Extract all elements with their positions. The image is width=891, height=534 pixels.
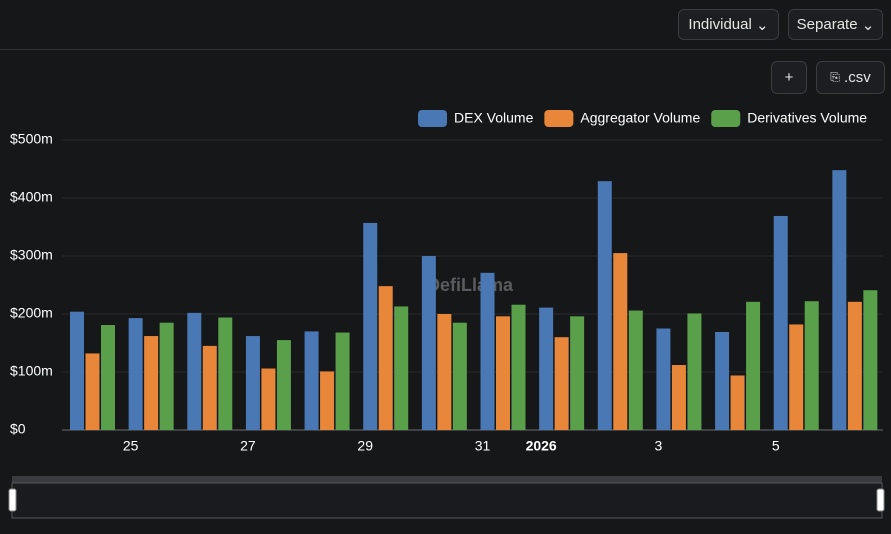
bar <box>159 322 174 430</box>
y-tick-label: $100m <box>10 363 53 379</box>
csv-button[interactable]: ⎘ .csv <box>816 61 885 94</box>
x-tick-label: 25 <box>123 438 139 454</box>
bar <box>452 322 467 430</box>
bar <box>363 222 378 430</box>
x-tick-label: 29 <box>357 438 373 454</box>
bar <box>70 311 84 430</box>
mode-label: Separate <box>796 16 858 33</box>
bar <box>85 353 100 430</box>
bar <box>187 312 202 430</box>
bar <box>687 313 702 430</box>
view-dropdown[interactable]: Individual ⌄ <box>678 9 779 40</box>
bar <box>671 365 686 430</box>
bar <box>421 256 436 430</box>
y-tick-label: $0 <box>10 421 26 437</box>
legend-swatch <box>544 110 574 127</box>
separator <box>0 49 891 50</box>
add-button[interactable]: + <box>771 61 807 94</box>
x-tick-label: 2026 <box>526 438 557 454</box>
chevron: ⌄ <box>861 16 875 34</box>
bar <box>746 301 761 430</box>
bar <box>847 301 862 430</box>
x-tick-label: 27 <box>240 438 256 454</box>
bar <box>730 375 745 430</box>
bar <box>335 332 350 430</box>
navigator-handle[interactable] <box>876 488 885 512</box>
legend-label: Aggregator Volume <box>580 110 700 126</box>
bar <box>511 304 526 430</box>
add-label: + <box>784 69 794 86</box>
chevron: ⌄ <box>755 16 769 34</box>
bar <box>496 316 510 430</box>
y-tick-label: $200m <box>10 305 53 321</box>
bar <box>218 317 233 430</box>
bar <box>101 325 115 430</box>
bar <box>539 307 554 430</box>
bar <box>656 328 671 430</box>
bar <box>863 290 878 430</box>
bar <box>437 314 452 430</box>
bar <box>804 301 819 430</box>
bar <box>144 336 159 430</box>
navigator-bar[interactable] <box>12 476 882 483</box>
bar <box>628 310 643 430</box>
bar <box>378 286 393 430</box>
bar <box>304 331 319 430</box>
bar <box>554 337 569 430</box>
view-label: Individual <box>688 16 752 33</box>
bar <box>320 371 335 430</box>
x-tick-label: 5 <box>772 438 780 454</box>
bar <box>261 368 276 430</box>
bar <box>789 324 804 430</box>
y-tick-label: $300m <box>10 247 53 263</box>
bar <box>832 170 847 430</box>
navigator[interactable] <box>11 482 883 519</box>
bar <box>128 318 143 430</box>
bar <box>245 336 260 430</box>
csv-icon: ⎘ <box>830 70 840 84</box>
y-tick-label: $400m <box>10 189 53 205</box>
legend-label: DEX Volume <box>454 110 534 126</box>
bar <box>276 340 291 430</box>
watermark: DefiLlama <box>427 275 514 295</box>
bar <box>773 215 788 430</box>
csv-label: .csv <box>844 69 871 86</box>
bar <box>202 345 217 430</box>
bar <box>597 181 612 430</box>
legend-swatch <box>418 110 447 127</box>
legend-swatch <box>711 110 741 127</box>
bar <box>480 272 495 430</box>
bar <box>570 316 585 430</box>
bar <box>613 253 628 430</box>
mode-dropdown[interactable]: Separate ⌄ <box>788 9 883 40</box>
legend-label: Derivatives Volume <box>747 110 867 126</box>
x-tick-label: 3 <box>655 438 663 454</box>
x-tick-label: 31 <box>475 438 491 454</box>
bar <box>715 331 730 430</box>
y-tick-label: $500m <box>10 131 53 147</box>
bar <box>394 306 409 430</box>
navigator-handle[interactable] <box>8 488 17 512</box>
